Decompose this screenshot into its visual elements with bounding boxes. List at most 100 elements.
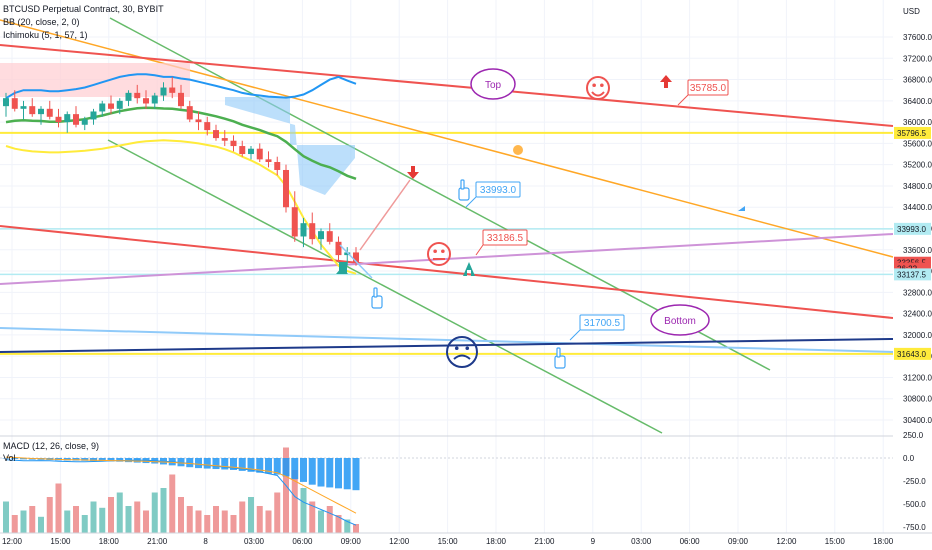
callout-pointer <box>569 329 581 341</box>
price-label-text: 33993.0 <box>897 225 926 234</box>
candle-body <box>169 87 176 93</box>
macd-histogram-bar <box>81 458 89 461</box>
volume-bar <box>353 524 359 533</box>
sleepy-face-icon-eye <box>454 346 459 351</box>
volume-bar <box>186 506 193 533</box>
bb-upper-band <box>5 73 357 100</box>
time-tick-label: 12:00 <box>389 537 410 546</box>
smiley-icon-eye <box>592 83 596 88</box>
time-tick-label: 18:00 <box>873 537 894 546</box>
volume-bar <box>116 492 123 533</box>
candle-body <box>64 114 71 123</box>
volume-bar <box>309 501 316 533</box>
price-axis-background <box>893 0 932 436</box>
macd-histogram-bar <box>186 458 194 468</box>
macd-axis[interactable]: 250.0 0.0 -250.0 -500.0 -750.0 <box>893 431 932 533</box>
green-trendline-lower <box>107 139 663 434</box>
macd-histogram-bar <box>116 458 124 462</box>
time-tick-label: 12:00 <box>776 537 797 546</box>
neutral-face-icon <box>427 242 451 266</box>
time-tick-label: 09:00 <box>728 537 749 546</box>
time-tick-label: 21:00 <box>147 537 168 546</box>
price-tick-label: 34800.0 <box>903 182 932 191</box>
macd-histogram-bar <box>72 458 80 461</box>
candle-body <box>116 100 123 109</box>
annotations[interactable]: 35785.0 33993.0 33186.5 31700.5 Top Bottom <box>336 68 745 369</box>
volume-bar <box>265 510 272 533</box>
price-tick-label: 35600.0 <box>903 139 932 148</box>
price-tick-label: 36400.0 <box>903 97 932 106</box>
callout-box <box>475 181 521 198</box>
hand-pointer-icon <box>371 295 383 309</box>
candle-body <box>99 103 106 112</box>
symbol-legend[interactable]: BTCUSD Perpetual Contract, 30, BYBIT <box>3 4 164 14</box>
time-tick-label: 8 <box>203 537 208 546</box>
smiley-icon-eye <box>600 83 604 88</box>
macd-histogram-bar <box>291 458 299 480</box>
callout-box <box>687 79 729 96</box>
candle-body <box>283 169 289 208</box>
macd-histogram-bar <box>308 458 316 485</box>
price-label-box <box>894 268 931 281</box>
macd-histogram-bar <box>273 458 281 475</box>
bubble <box>470 68 516 100</box>
sleepy-face-icon-eye <box>465 346 470 351</box>
volume-bar <box>213 506 219 533</box>
volume-bar <box>204 515 211 533</box>
candle-body <box>335 241 342 256</box>
arrow-up-icon <box>463 262 475 276</box>
time-axis[interactable]: 12:00 15:00 18:00 21:00 8 03:00 06:00 09:00 12:0… <box>0 532 932 546</box>
macd-histogram-bar <box>212 458 220 470</box>
projection-line-down <box>339 244 373 279</box>
neutral-face-icon-eye <box>433 249 437 254</box>
candle-body <box>186 106 193 120</box>
macd-histogram-bar <box>335 458 342 489</box>
volume-bar <box>64 510 71 533</box>
volume-bar <box>55 483 62 533</box>
price-tick-label: 32000.0 <box>903 331 932 340</box>
light-blue-line <box>0 327 894 353</box>
candle-body <box>20 106 27 109</box>
ichimoku-legend[interactable]: Ichimoku (5, 1, 57, 1) <box>3 30 88 40</box>
volume-bar <box>221 510 228 533</box>
volume-bar <box>73 506 79 533</box>
cat-face-icon <box>513 145 523 155</box>
volume-legend[interactable]: Vol <box>3 453 16 463</box>
bb-legend[interactable]: BB (20, close, 2, 0) <box>3 17 80 27</box>
candle-body <box>326 231 333 242</box>
candle-body <box>38 108 44 115</box>
bubble <box>650 304 710 336</box>
candle-body <box>178 92 184 107</box>
hand-pointer-icon <box>458 187 470 201</box>
price-label-box <box>894 347 931 360</box>
volume-bar <box>344 519 351 533</box>
volume-bar <box>169 474 176 533</box>
volume-bar <box>318 510 324 533</box>
candle-body <box>55 116 62 123</box>
macd-legend[interactable]: MACD (12, 26, close, 9) <box>3 441 100 451</box>
hand-pointer-icon-finger <box>556 347 561 358</box>
price-tick-label: 31200.0 <box>903 373 932 382</box>
volume-bar <box>11 515 18 533</box>
sleepy-face-icon-mouth <box>453 354 471 360</box>
purple-trendline <box>0 233 894 285</box>
time-tick-label: 12:00 <box>2 537 23 546</box>
arrow-down-icon <box>407 166 419 179</box>
volume-bar <box>195 510 202 533</box>
volume-bar <box>283 447 289 533</box>
price-tick-label: 37200.0 <box>903 54 932 63</box>
smiley-icon <box>586 76 610 100</box>
macd-histogram-bar <box>203 458 211 469</box>
price-axis[interactable]: USD 37600.0 37200.0 36800.0 36400.0 36000.0 35… <box>893 0 932 436</box>
time-tick-label: 03:00 <box>631 537 652 546</box>
price-tick-label: 32800.0 <box>903 288 932 297</box>
candle-body <box>29 106 36 115</box>
macd-histogram-bar <box>238 458 246 471</box>
arrow-up-icon <box>339 262 347 274</box>
macd-tick-label: -250.0 <box>903 477 926 486</box>
bubble-label: Bottom <box>664 316 696 327</box>
arrow-left-icon <box>738 206 745 211</box>
volume-bar <box>38 516 44 533</box>
volume-bar <box>134 501 141 533</box>
